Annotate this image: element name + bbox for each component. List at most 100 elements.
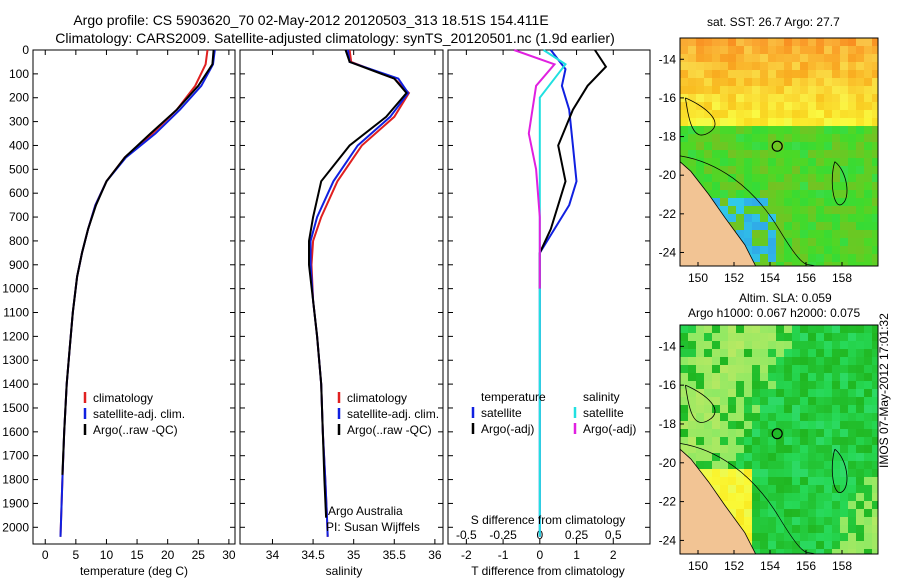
sla-map-cell [776,541,784,549]
sst-map-cell [872,70,878,78]
sla-map-cell [688,405,696,413]
sla-map-cell [736,437,744,445]
sla-map-cell [752,445,760,453]
sla-map-cell [680,373,688,381]
sla-map-cell [712,349,720,357]
sla-map-cell [856,421,864,429]
sla-map-cell [760,365,768,373]
sla-map-cell [680,445,688,453]
sst-map-cell [744,158,752,166]
sst-map-cell [712,102,720,110]
sst-map-cell [736,86,744,94]
sla-map-cell [720,397,728,405]
sla-map-cell [768,453,776,461]
sla-map-cell [696,405,704,413]
sla-map-cell [792,437,800,445]
title-line-1: Argo profile: CS 5903620_70 02-May-2012 … [73,12,549,28]
diff-t-legend-label-1: Argo(-adj) [481,422,534,436]
sla-map-cell [688,341,696,349]
sst-map-cell [760,246,768,254]
sst-map-cell [808,174,816,182]
sst-map-cell [800,174,808,182]
sst-map-cell [704,182,712,190]
sla-map-ytick-label: -18 [659,417,677,431]
sst-map-cell [704,134,712,142]
sst-map-cell [872,94,878,102]
sst-map-cell [760,94,768,102]
sla-map-cell [792,549,800,554]
difference-xtick-label: 2 [610,548,617,562]
sst-map-cell [760,166,768,174]
sla-map-cell [864,389,872,397]
sla-map-cell [864,421,872,429]
sst-map-cell [824,158,832,166]
sla-map-cell [800,477,808,485]
sla-map-cell [736,429,744,437]
sst-map-cell [800,126,808,134]
salinity-xtick-label: 34 [266,548,280,562]
sla-map-cell [840,493,848,501]
sst-map-cell [856,238,864,246]
sst-map-cell [864,134,872,142]
sla-map-cell [728,389,736,397]
sst-map-cell [792,126,800,134]
sla-map-cell [792,349,800,357]
sst-map-cell [688,46,696,54]
sst-map-cell [736,222,744,230]
sst-map-xtick-label: 150 [688,271,708,285]
sla-map-cell [824,477,832,485]
sst-map-cell [760,158,768,166]
sst-map-cell [840,46,848,54]
sla-map-cell [800,325,808,333]
sla-map-cell [720,445,728,453]
temperature-xtick-label: 30 [222,548,236,562]
sla-map-cell [768,501,776,509]
sst-map-cell [800,246,808,254]
difference-xtick2-label: -0.5 [456,528,477,542]
sst-map-cell [808,182,816,190]
sla-map-cell [808,445,816,453]
sst-map-cell [832,70,840,78]
sst-map-cell [744,166,752,174]
sst-map-cell [784,78,792,86]
sst-map-cell [728,38,736,46]
sla-map-ytick-label: -24 [659,533,677,547]
sst-map-cell [864,150,872,158]
sst-map-cell [696,110,704,118]
sst-map-cell [720,102,728,110]
sla-map-cell [704,381,712,389]
sla-map-cell [848,405,856,413]
depth-tick-label: 1500 [2,401,29,415]
sla-map-cell [720,461,728,469]
sla-map-cell [872,469,878,477]
sst-map-cell [696,70,704,78]
sst-map-cell [792,206,800,214]
sst-map-cell [848,142,856,150]
sst-map-cell [800,166,808,174]
sst-map-cell [720,198,728,206]
sla-map-cell [832,461,840,469]
sla-map-cell [728,381,736,389]
sst-map-cell [720,190,728,198]
sla-map-cell [808,357,816,365]
sst-map-cell [800,190,808,198]
sst-map-cell [744,150,752,158]
depth-tick-label: 1100 [3,306,29,320]
sla-map-cell [792,493,800,501]
sla-map-cell [696,341,704,349]
sla-map-cell [696,333,704,341]
temperature-series-0 [59,49,209,537]
sla-map-ytick-label: -14 [659,339,677,353]
sla-map-cell [792,333,800,341]
sst-map-cell [832,46,840,54]
sla-map-cell [840,461,848,469]
sst-map-cell [824,142,832,150]
diff-t-legend-label-0: satellite [481,406,522,420]
sst-map-cell [768,54,776,62]
sla-map-cell [864,381,872,389]
sla-map-cell [864,325,872,333]
sst-map-cell [736,134,744,142]
sla-map-cell [736,517,744,525]
sla-map-cell [872,397,878,405]
sla-map-cell [864,525,872,533]
